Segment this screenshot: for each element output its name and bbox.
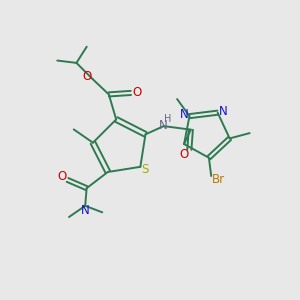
Text: Br: Br — [212, 173, 225, 186]
Text: O: O — [132, 86, 141, 99]
Text: N: N — [159, 119, 168, 132]
Text: H: H — [164, 114, 171, 124]
Text: N: N — [180, 108, 189, 121]
Text: O: O — [179, 148, 189, 160]
Text: N: N — [219, 105, 227, 118]
Text: N: N — [81, 204, 90, 217]
Text: O: O — [57, 170, 66, 184]
Text: S: S — [141, 163, 148, 176]
Text: O: O — [83, 70, 92, 83]
